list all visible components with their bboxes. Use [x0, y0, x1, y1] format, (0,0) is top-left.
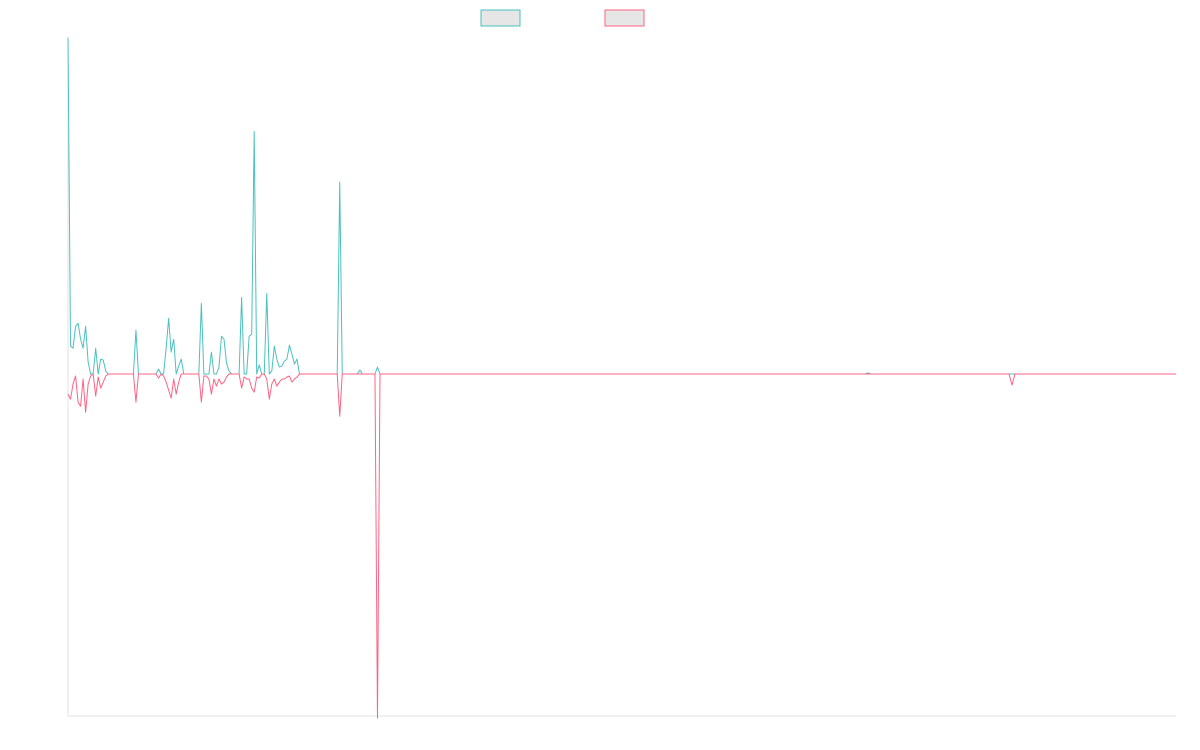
axes [67, 36, 1176, 717]
series-1-line [67, 37, 1176, 375]
legend-swatch [480, 9, 521, 27]
legend-item-1[interactable] [480, 9, 521, 27]
legend [480, 9, 645, 27]
legend-item-2[interactable] [604, 9, 645, 27]
plot-area [67, 37, 1176, 719]
series-2-line [67, 373, 1176, 719]
legend-swatch [604, 9, 645, 27]
